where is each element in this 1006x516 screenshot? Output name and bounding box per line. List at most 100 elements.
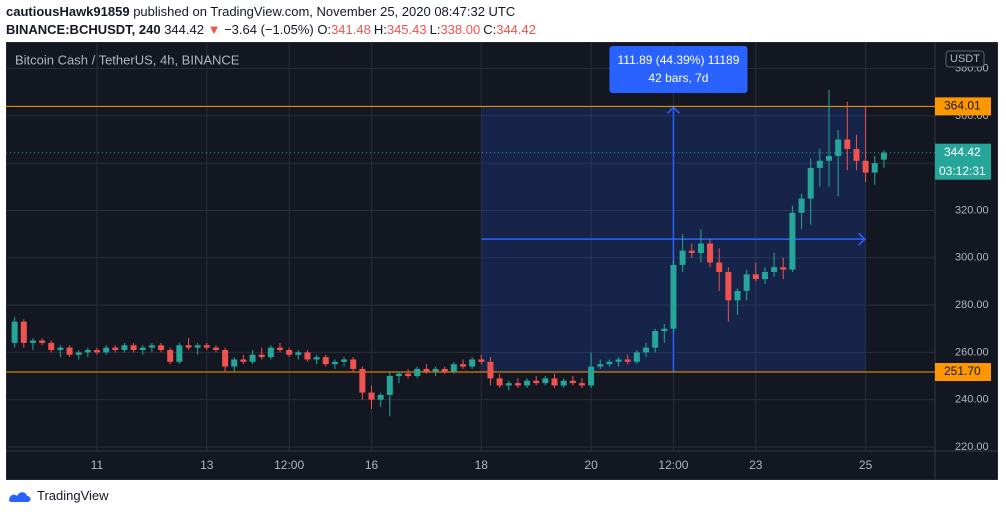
candle-body <box>75 352 82 355</box>
candle-body <box>286 350 293 355</box>
ohlc-value: 341.48 <box>331 22 371 37</box>
candle-body <box>277 347 283 351</box>
candle-body <box>670 264 677 329</box>
x-tick-label: 13 <box>200 458 214 472</box>
candle-body <box>322 357 329 365</box>
candle-body <box>139 347 146 351</box>
candle-body <box>194 345 201 348</box>
y-tick-label: 280.00 <box>955 299 989 311</box>
candle-body <box>533 380 540 384</box>
candle-body <box>807 167 814 199</box>
ohlc-key: H: <box>373 22 387 37</box>
candle-body <box>633 352 640 362</box>
symbol: BINANCE:BCHUSDT, 240 <box>6 22 161 37</box>
candle-body <box>341 359 348 362</box>
candle-body <box>862 160 869 173</box>
candle-body <box>597 364 604 367</box>
candle-body <box>258 354 265 358</box>
candle-body <box>514 383 521 386</box>
candle-body <box>835 139 842 157</box>
candle-body <box>39 340 46 343</box>
candle-body <box>423 368 430 372</box>
candle-body <box>167 350 174 362</box>
candle-body <box>231 359 238 367</box>
candle-body <box>697 243 704 254</box>
candle-body <box>588 366 595 386</box>
candle-body <box>94 350 100 353</box>
y-tick-label: 300.00 <box>955 252 989 264</box>
candle-body <box>386 376 393 395</box>
candle-body <box>478 359 485 362</box>
candle-body <box>844 139 851 149</box>
candle-body <box>734 290 741 301</box>
candle-body <box>450 364 457 372</box>
candle-body <box>624 359 631 362</box>
candle-body <box>176 345 183 362</box>
candle-body <box>121 345 128 351</box>
candle-body <box>130 345 137 351</box>
candle-body <box>542 378 549 384</box>
candle-body <box>212 347 219 351</box>
ohlc-value: 338.00 <box>440 22 481 37</box>
candle-body <box>377 394 384 400</box>
last-label: 344.42 <box>944 145 981 159</box>
candle-body <box>441 368 448 372</box>
candle-body <box>203 345 210 348</box>
measure-label-box <box>609 46 748 93</box>
candle-body <box>496 378 503 386</box>
ohlc-value: 344.42 <box>496 22 536 37</box>
currency-label: USDT <box>950 53 980 65</box>
measure-h-head <box>858 232 866 246</box>
candle-body <box>249 354 256 362</box>
publish-line: cautiousHawk91859 published on TradingVi… <box>6 4 515 19</box>
candle-body <box>606 361 613 365</box>
candle-body <box>20 321 27 343</box>
ohlc-key: O: <box>317 22 332 37</box>
footer: TradingView <box>8 488 109 503</box>
x-tick-label: 12:00 <box>274 458 304 472</box>
candle-body <box>771 267 778 272</box>
candle-body <box>780 267 787 270</box>
candle-body <box>432 368 439 372</box>
candle-body <box>414 368 421 377</box>
candle-body <box>487 361 494 379</box>
candle-body <box>569 380 576 384</box>
candle-body <box>359 368 366 393</box>
candle-body <box>469 359 476 367</box>
x-tick-label: 23 <box>749 458 763 472</box>
candle-body <box>661 328 668 332</box>
candle-body <box>185 345 192 348</box>
candle-body <box>752 274 759 280</box>
candle-body <box>267 347 274 358</box>
candle-body <box>304 352 311 360</box>
logo <box>9 491 31 502</box>
last-badge <box>935 143 991 180</box>
symbol-line: BINANCE:BCHUSDT, 240 344.42 ▼ −3.64 (−1.… <box>6 22 539 37</box>
candle-body <box>368 392 375 400</box>
arrow: ▼ <box>207 22 221 37</box>
chart-bg <box>6 42 998 480</box>
candle-body <box>313 357 320 360</box>
ohlc-key: C: <box>483 22 497 37</box>
candle-body <box>350 359 357 369</box>
candle-body <box>707 243 714 263</box>
candle-body <box>652 331 659 348</box>
measure-label: 111.89 (44.39%) 11189 <box>618 53 740 67</box>
candle-body <box>615 359 622 362</box>
candle-body <box>66 347 73 355</box>
ohlc-key: L: <box>429 22 441 37</box>
candle-body <box>103 347 110 353</box>
candle-body <box>551 378 558 386</box>
candle-body <box>240 359 247 362</box>
ohlc-value: 345.43 <box>386 22 427 37</box>
candle-body <box>643 347 649 353</box>
candle-body <box>524 380 531 386</box>
candle-body <box>560 380 567 386</box>
candle-body <box>331 361 338 365</box>
candle-body <box>158 345 165 351</box>
candle-body <box>679 250 686 265</box>
candle-body <box>48 342 55 351</box>
measure-label: 42 bars, 7d <box>648 71 708 85</box>
candle-body <box>743 274 750 291</box>
candle-body <box>578 383 585 386</box>
